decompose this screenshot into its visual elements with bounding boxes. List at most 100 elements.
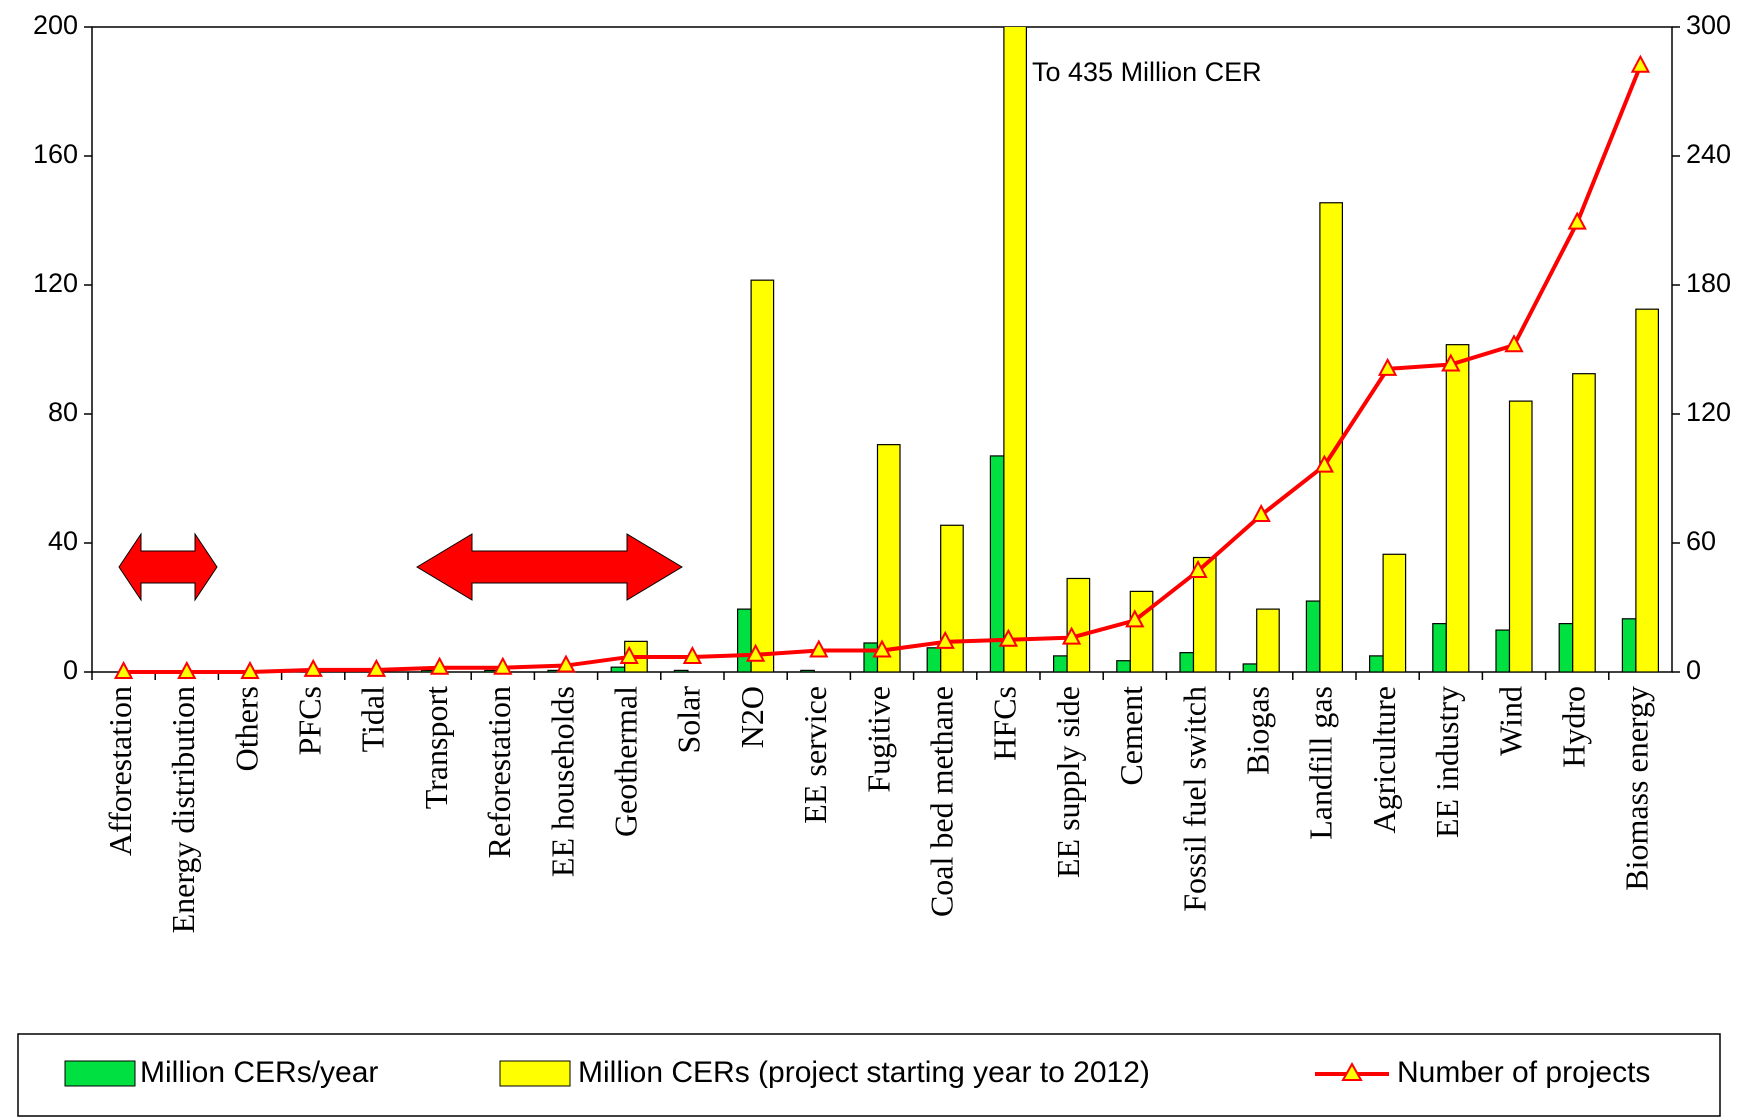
- bar: [1495, 629, 1511, 672]
- line-marker: [1125, 609, 1145, 628]
- legend-label: Million CERs/year: [140, 1056, 378, 1089]
- bar: [1129, 590, 1154, 672]
- bar: [1558, 623, 1574, 672]
- y-tick-label: 80: [48, 397, 78, 427]
- line-marker: [619, 645, 639, 664]
- line-marker: [872, 639, 892, 658]
- x-tick-label: Hydro: [1556, 686, 1592, 768]
- bar: [1052, 655, 1068, 672]
- x-tick-label: Fossil fuel switch: [1176, 686, 1212, 912]
- x-tick-label: Transport: [418, 686, 454, 809]
- x-tick-label: EE supply side: [1050, 686, 1086, 878]
- bar: [1066, 577, 1091, 672]
- bar: [1192, 556, 1217, 672]
- line-marker: [1188, 559, 1208, 578]
- bar: [1572, 373, 1596, 672]
- x-tick-label: Geothermal: [608, 686, 644, 837]
- x-tick-label: EE industry: [1429, 686, 1465, 838]
- y-tick-label: 40: [48, 526, 78, 556]
- line-marker: [1441, 353, 1461, 372]
- y-tick-label: 200: [33, 10, 78, 40]
- line-marker: [429, 656, 450, 675]
- line-marker: [240, 660, 260, 679]
- bar: [750, 279, 775, 672]
- line-marker: [493, 656, 513, 675]
- bar: [610, 666, 626, 672]
- bar: [1305, 600, 1321, 672]
- bar: [1256, 608, 1280, 672]
- bar: [1382, 553, 1407, 672]
- bar: [1116, 660, 1131, 672]
- range-arrow: [416, 533, 683, 601]
- y-tick-label: 0: [63, 655, 78, 685]
- x-tick-label: Tidal: [355, 686, 391, 753]
- bar: [940, 524, 964, 672]
- x-tick-label: Coal bed methane: [924, 686, 960, 917]
- x-tick-label: Wind: [1492, 686, 1528, 756]
- bar: [673, 669, 689, 672]
- y-tick-label: 120: [33, 268, 78, 298]
- x-tick-label: EE service: [797, 686, 833, 824]
- bar: [1635, 308, 1660, 672]
- annotation: To 435 Million CER: [1032, 57, 1262, 87]
- bar: [1179, 652, 1195, 672]
- bar: [1368, 655, 1384, 672]
- x-tick-label: Solar: [671, 686, 707, 754]
- x-tick-label: Biogas: [1240, 686, 1276, 775]
- line-marker: [556, 654, 576, 673]
- x-tick-label: HFCs: [987, 686, 1023, 761]
- x-tick-label: Reforestation: [481, 686, 517, 858]
- bar: [1445, 344, 1470, 672]
- x-tick-label: Agriculture: [1366, 686, 1402, 834]
- legend-box: [17, 1033, 1721, 1117]
- line-marker: [1377, 357, 1398, 376]
- legend-swatch: [64, 1060, 136, 1087]
- bar: [1242, 663, 1258, 672]
- line-marker: [682, 645, 703, 664]
- x-tick-label: PFCs: [292, 686, 328, 755]
- line-marker: [177, 660, 197, 679]
- x-tick-label: Fugitive: [860, 686, 896, 793]
- line-marker: [1061, 626, 1082, 645]
- y2-tick-label: 240: [1686, 139, 1731, 169]
- x-tick-label: EE households: [544, 686, 580, 877]
- line-marker: [809, 639, 829, 658]
- range-arrow: [118, 532, 218, 602]
- y2-tick-label: 300: [1686, 10, 1731, 40]
- bars: [294, 27, 1660, 672]
- bar: [1319, 202, 1344, 672]
- y-tick-label: 160: [33, 139, 78, 169]
- bar: [1621, 618, 1637, 672]
- line-marker: [745, 643, 766, 662]
- line-marker: [1567, 211, 1587, 230]
- line-marker: [1314, 454, 1335, 473]
- line-marker: [366, 658, 387, 677]
- bar: [1508, 400, 1533, 672]
- line-marker: [935, 630, 955, 649]
- x-tick-label: Landfill gas: [1303, 686, 1339, 840]
- legend-marker: [1341, 1061, 1363, 1081]
- y2-tick-label: 0: [1686, 655, 1701, 685]
- y2-tick-label: 120: [1686, 397, 1731, 427]
- bar: [800, 669, 815, 672]
- x-tick-label: Afforestation: [102, 686, 138, 856]
- x-tick-label: Others: [228, 686, 264, 771]
- bar: [876, 444, 901, 672]
- y2-tick-label: 180: [1686, 268, 1731, 298]
- bar: [1432, 623, 1447, 672]
- line-marker: [1630, 54, 1651, 73]
- line-marker: [303, 658, 323, 677]
- x-tick-label: Energy distribution: [165, 686, 201, 933]
- bar: [1003, 27, 1028, 672]
- bar: [926, 647, 942, 672]
- line-marker: [1504, 334, 1524, 353]
- legend-swatch: [499, 1060, 571, 1087]
- line-marker: [998, 628, 1019, 647]
- x-tick-label: Cement: [1113, 686, 1149, 786]
- bar: [736, 608, 752, 672]
- legend-label: Number of projects: [1397, 1056, 1650, 1089]
- line-marker: [1251, 503, 1271, 523]
- line-marker: [113, 660, 134, 679]
- x-tick-label: Biomass energy: [1619, 686, 1655, 891]
